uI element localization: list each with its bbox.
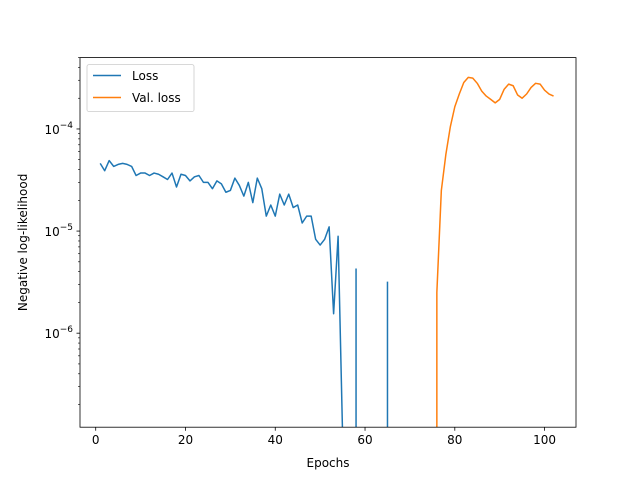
legend-label-val-loss: Val. loss bbox=[132, 91, 181, 105]
series-line-1-segment-0 bbox=[436, 76, 554, 428]
legend: Loss Val. loss bbox=[86, 64, 195, 112]
x-axis-label: Epochs bbox=[307, 456, 350, 470]
legend-box bbox=[86, 64, 195, 112]
legend-label-loss: Loss bbox=[132, 69, 158, 83]
x-axis: 0 20 40 60 80 100 bbox=[92, 427, 556, 447]
y-tick-label: 10−4 bbox=[44, 121, 73, 137]
y-tick-label: 10−5 bbox=[44, 223, 73, 239]
y-axis: 10−6 10−5 10−4 bbox=[44, 57, 80, 405]
x-tick-label: 100 bbox=[533, 433, 556, 447]
x-tick-label: 0 bbox=[92, 433, 100, 447]
series-line-0-segment-0 bbox=[99, 159, 344, 428]
x-tick-label: 60 bbox=[357, 433, 372, 447]
x-tick-label: 80 bbox=[447, 433, 462, 447]
x-tick-label: 20 bbox=[178, 433, 193, 447]
x-tick-label: 40 bbox=[268, 433, 283, 447]
y-tick-label: 10−6 bbox=[44, 325, 73, 341]
y-axis-label: Negative log-likelihood bbox=[16, 174, 30, 311]
series-layer bbox=[99, 76, 554, 428]
plot-area-frame bbox=[79, 57, 577, 428]
